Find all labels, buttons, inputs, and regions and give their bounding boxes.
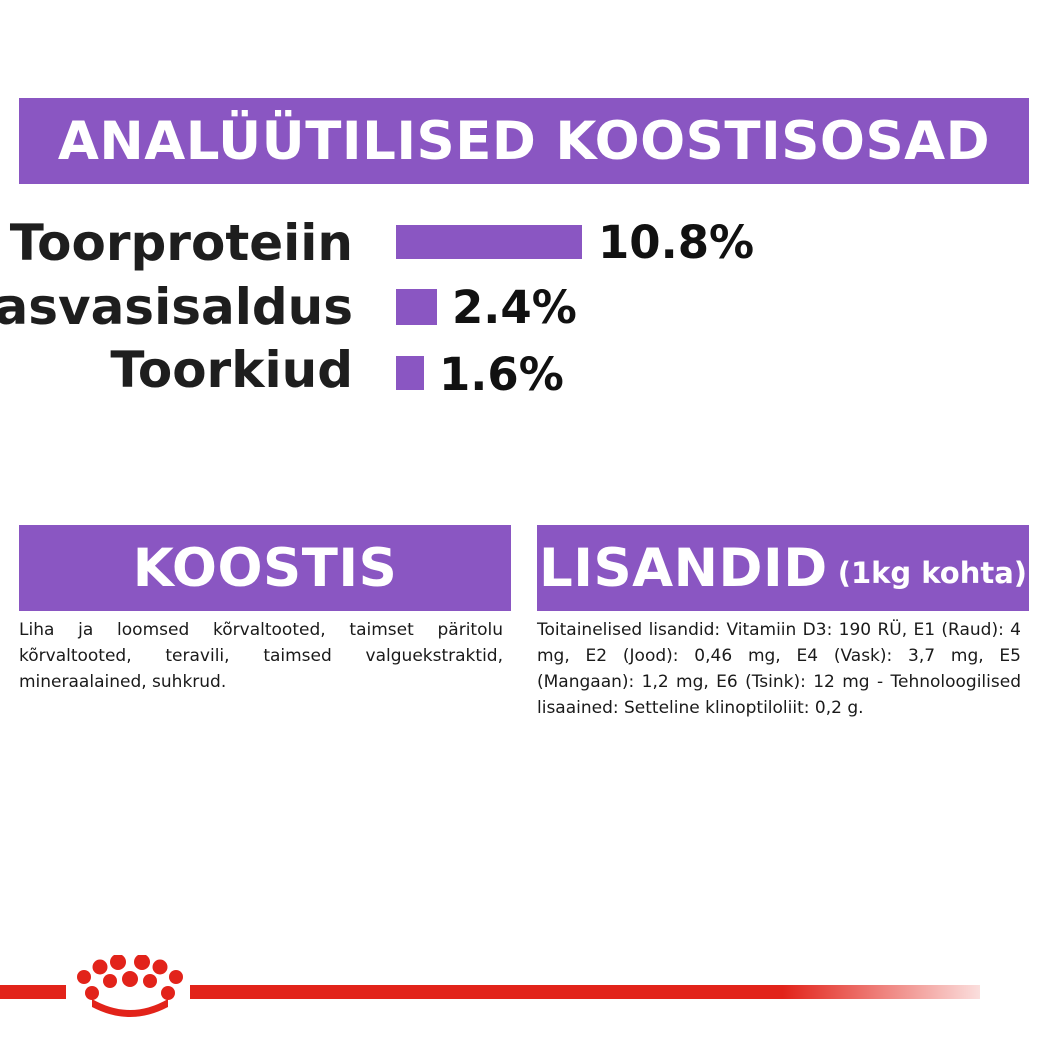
nutrient-bar-fat [396,289,437,325]
nutrient-bar-fibre [396,356,424,390]
nutrient-label-fibre: Toorkiud [110,341,353,399]
nutrient-label-fat: Rasvasisaldus [0,278,353,336]
composition-title: KOOSTIS [132,537,398,599]
royal-canin-crown-icon [77,955,183,1017]
additives-text: Toitainelised lisandid: Vitamiin D3: 190… [537,620,1021,718]
nutrient-value-fat: 2.4% [452,281,577,334]
nutrient-bar-protein [396,225,582,259]
additives-title: LISANDID [538,537,828,599]
footer-red-line-left [0,985,66,999]
analytical-constituents-banner: ANALÜÜTILISED KOOSTISOSAD [19,98,1029,184]
additives-title-suffix: (1kg kohta) [837,556,1028,590]
composition-text: Liha ja loomsed kõrvaltooted, taimset pä… [19,620,503,692]
nutrient-value-fibre: 1.6% [439,348,564,401]
nutrient-label-protein: Toorproteiin [9,214,353,272]
nutrient-value-protein: 10.8% [598,216,755,269]
footer-red-line-right [190,985,980,999]
analytical-constituents-title: ANALÜÜTILISED KOOSTISOSAD [57,110,991,172]
additives-banner: LISANDID (1kg kohta) [537,525,1029,611]
composition-banner: KOOSTIS [19,525,511,611]
